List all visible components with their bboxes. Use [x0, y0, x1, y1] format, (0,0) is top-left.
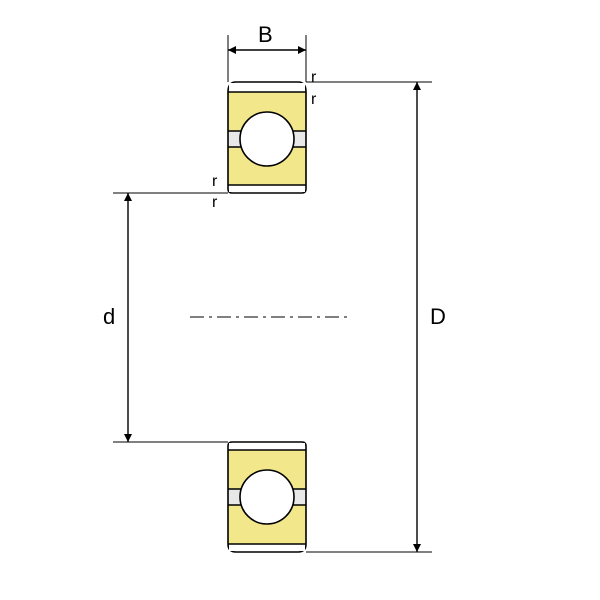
label-d: d: [103, 306, 115, 328]
bearing-diagram: B D d r r r r: [0, 0, 600, 600]
label-D: D: [430, 306, 446, 328]
label-r-left-upper: r: [212, 174, 217, 190]
lower-ball: [240, 470, 294, 524]
diagram-svg: [0, 0, 600, 600]
label-r-top-outer: r: [311, 70, 316, 86]
label-r-left-lower: r: [212, 195, 217, 211]
label-B: B: [258, 24, 273, 46]
upper-ball: [240, 112, 294, 166]
label-r-top-inner: r: [311, 92, 316, 108]
